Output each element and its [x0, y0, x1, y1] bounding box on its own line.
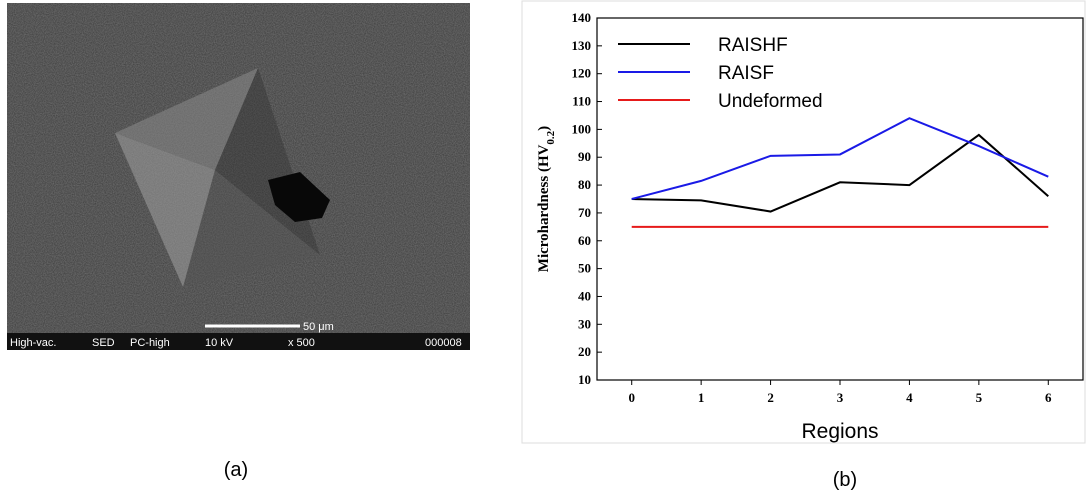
y-tick-label: 60 — [578, 233, 591, 248]
y-tick-label: 10 — [578, 372, 591, 387]
sem-info-text: x 500 — [288, 337, 315, 349]
y-tick-label: 70 — [578, 205, 591, 220]
y-tick-label: 90 — [578, 149, 591, 164]
y-tick-label: 30 — [578, 316, 591, 331]
x-tick-label: 3 — [837, 390, 844, 405]
chart-frame — [522, 1, 1085, 443]
y-tick-label: 40 — [578, 288, 591, 303]
scale-bar-label: 50 μm — [303, 321, 334, 333]
sem-info-text: 000008 — [425, 337, 462, 349]
x-tick-label: 1 — [698, 390, 705, 405]
x-tick-label: 6 — [1045, 390, 1052, 405]
y-tick-label: 130 — [572, 38, 592, 53]
x-tick-label: 2 — [767, 390, 774, 405]
y-axis-label-part: 0.2 — [545, 130, 557, 144]
x-axis-label: Regions — [801, 420, 878, 443]
legend-label: RAISHF — [718, 35, 788, 56]
caption: (a) — [224, 459, 248, 481]
x-tick-label: 0 — [628, 390, 635, 405]
y-tick-label: 140 — [572, 10, 592, 25]
y-axis-label-part: ) — [536, 126, 552, 131]
y-tick-label: 110 — [572, 94, 591, 109]
chart-background — [522, 1, 1085, 443]
sem-info-text: 10 kV — [205, 337, 234, 349]
y-tick-label: 80 — [578, 177, 591, 192]
info-bar — [7, 333, 470, 350]
sem-image — [7, 3, 470, 350]
y-tick-label: 100 — [572, 121, 592, 136]
legend-label: RAISF — [718, 63, 774, 84]
figure: High-vac. SED PC-high 10 kV x 500 000008 50 μm… — [0, 0, 1086, 494]
sem-info-text: PC-high — [130, 337, 170, 349]
caption: (b) — [833, 469, 857, 491]
legend-label: Undeformed — [718, 91, 823, 112]
x-tick-label: 5 — [976, 390, 983, 405]
sem-info-text: High-vac. — [10, 337, 56, 349]
y-tick-label: 50 — [578, 261, 591, 276]
y-tick-label: 20 — [578, 344, 591, 359]
y-axis-label-part: Microhardness (HV — [536, 144, 552, 272]
y-tick-label: 120 — [572, 66, 592, 81]
sem-info-text: SED — [92, 337, 115, 349]
x-tick-label: 4 — [906, 390, 913, 405]
